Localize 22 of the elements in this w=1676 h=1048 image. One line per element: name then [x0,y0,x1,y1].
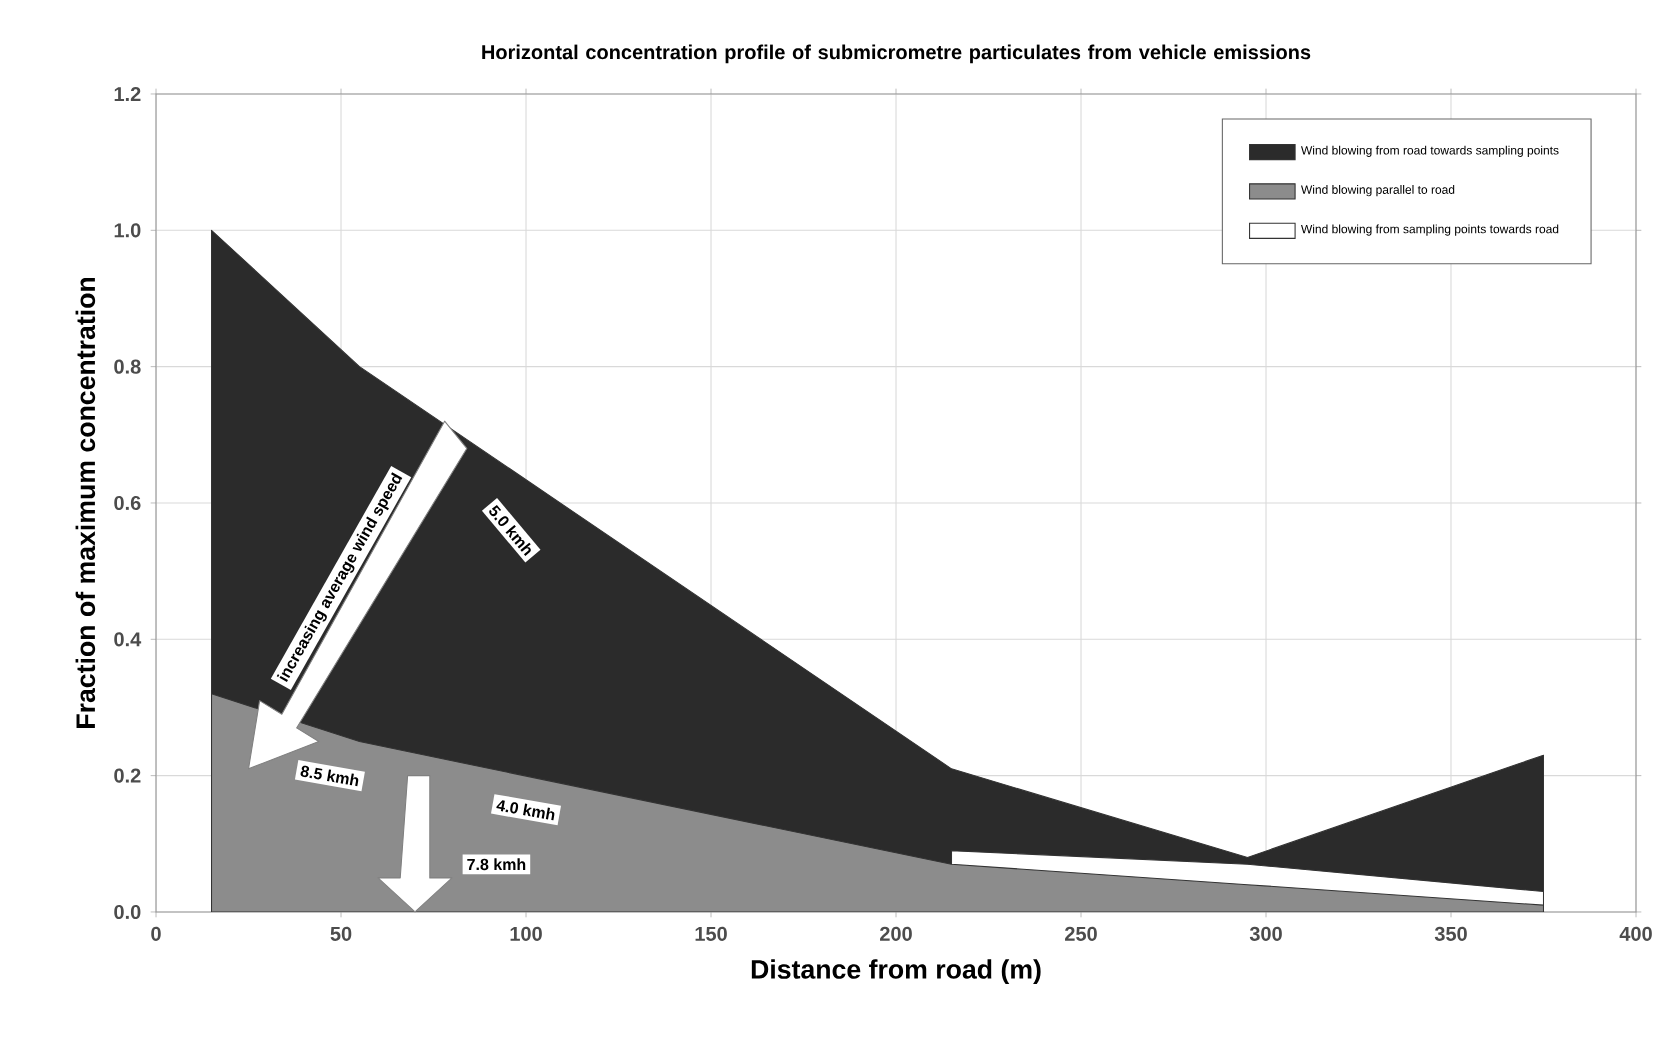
x-tick-label: 150 [695,926,727,941]
annotation: 8.5 kmh [300,765,359,787]
x-tick-label: 100 [510,926,542,941]
y-tick-label: 0.2 [114,768,141,783]
x-tick-label: 0 [151,926,161,941]
y-axis-title: Fraction of maximum concentration [75,277,96,728]
x-tick-label: 200 [880,926,912,941]
x-tick-label: 350 [1434,926,1467,941]
annotation: 4.0 kmh [496,800,555,821]
y-tick-label: 0.0 [114,904,141,920]
y-tick-label: 1.0 [114,223,141,238]
annotation: 7.8 kmh [467,858,526,871]
x-tick-label: 300 [1249,926,1282,941]
x-axis-title: Distance from road (m) [751,959,1041,985]
y-tick-label: 1.2 [114,87,141,101]
x-tick-label: 50 [330,926,352,941]
chart-title: Horizontal concentration profile of submicrometre particulates from vehicle emissions [482,44,1311,64]
x-tick-label: 400 [1619,926,1652,941]
y-tick-label: 0.6 [114,495,141,511]
y-tick-label: 0.4 [114,632,142,647]
y-tick-label: 0.8 [114,359,141,374]
x-tick-label: 250 [1065,926,1097,941]
